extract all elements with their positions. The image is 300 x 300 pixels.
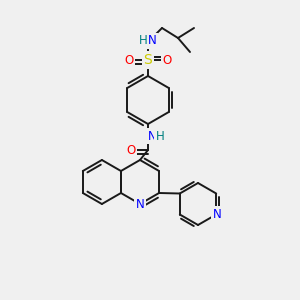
- Text: N: N: [148, 130, 156, 142]
- Text: O: O: [162, 53, 172, 67]
- Text: N: N: [148, 34, 156, 47]
- Text: N: N: [136, 197, 144, 211]
- Text: O: O: [126, 143, 136, 157]
- Text: O: O: [124, 53, 134, 67]
- Text: H: H: [156, 130, 164, 143]
- Text: S: S: [144, 53, 152, 67]
- Text: H: H: [139, 34, 147, 46]
- Text: N: N: [213, 208, 222, 221]
